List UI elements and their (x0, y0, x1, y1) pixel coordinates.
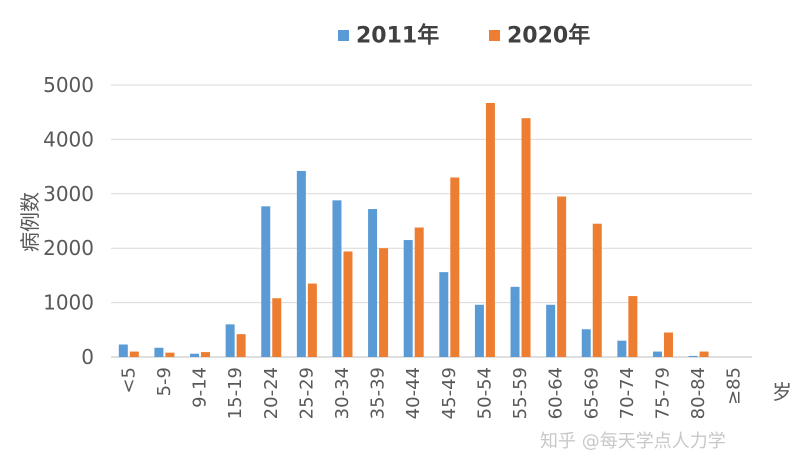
bar-series1-9 (439, 272, 449, 357)
bar-series2-5 (307, 283, 317, 357)
legend-swatch (338, 30, 349, 41)
watermark: 知乎 @每天学点人力学 (540, 431, 726, 452)
bar-series1-7 (368, 209, 378, 357)
x-tick-label: 30-34 (332, 367, 353, 419)
bar-series2-10 (485, 102, 495, 358)
x-tick-label: 75-79 (652, 367, 673, 419)
x-tick-label: 45-49 (439, 367, 460, 419)
x-axis-ticks: <5 5-9 9-14 15-19 20-24 25-29 30-34 35-39 40-44 4… (118, 367, 744, 419)
x-tick-label: 35-39 (368, 367, 389, 419)
bars (118, 102, 709, 358)
bar-series2-9 (450, 177, 460, 357)
x-tick-label: 70-74 (617, 367, 638, 419)
bar-series1-0 (118, 344, 128, 357)
bar-series2-0 (129, 351, 139, 357)
bar-series2-3 (236, 334, 246, 357)
x-tick-label: 20-24 (261, 367, 282, 419)
bar-series2-2 (201, 352, 211, 357)
x-tick-label: 40-44 (403, 367, 424, 419)
bar-series2-11 (521, 118, 531, 358)
y-axis-ticks: 0 1000 2000 3000 4000 5000 (43, 73, 94, 369)
legend-label: 2011年 (356, 23, 439, 49)
x-tick-label: 65-69 (581, 367, 602, 419)
bar-series2-7 (379, 248, 389, 357)
bar-series2-12 (557, 196, 567, 357)
bar-series2-13 (592, 223, 602, 357)
x-tick-label: 50-54 (474, 367, 495, 419)
x-tick-label: <5 (118, 367, 139, 394)
bar-series2-16 (699, 351, 709, 357)
x-tick-label: 15-19 (225, 367, 246, 419)
bar-series1-6 (332, 200, 342, 357)
x-tick-label: 60-64 (546, 367, 567, 419)
x-tick-label: ≥85 (724, 367, 745, 405)
y-tick-label: 2000 (43, 236, 94, 260)
bar-series1-11 (510, 286, 520, 357)
bar-series1-4 (261, 206, 271, 357)
bar-series1-1 (154, 347, 164, 357)
x-tick-label: 5-9 (154, 367, 175, 396)
x-tick-label: 55-59 (510, 367, 531, 419)
legend-swatch (489, 30, 500, 41)
bar-series2-4 (272, 298, 282, 357)
y-tick-label: 0 (81, 345, 94, 369)
bar-series1-12 (546, 304, 556, 357)
bar-series2-1 (165, 352, 175, 357)
gridlines (111, 84, 752, 358)
y-tick-label: 1000 (43, 291, 94, 315)
bar-series2-14 (628, 296, 638, 357)
bar-series1-13 (581, 329, 591, 357)
y-tick-label: 3000 (43, 182, 94, 206)
bar-series1-8 (403, 240, 413, 357)
bar-series1-14 (617, 340, 627, 357)
legend: 2011年 2020年 (338, 23, 590, 49)
bar-series2-15 (663, 332, 673, 357)
bar-series2-6 (343, 251, 353, 357)
bar-series1-5 (296, 170, 306, 357)
bar-series1-10 (474, 304, 484, 357)
bar-series1-2 (190, 353, 200, 357)
bar-series1-15 (652, 351, 662, 357)
x-tick-label: 25-29 (296, 367, 317, 419)
y-tick-label: 4000 (43, 127, 94, 151)
bar-series2-8 (414, 227, 424, 357)
x-axis-unit-label: 岁 (772, 380, 792, 404)
legend-label: 2020年 (507, 23, 590, 49)
y-axis-label: 病例数 (18, 192, 42, 252)
x-tick-label: 80-84 (688, 367, 709, 419)
y-tick-label: 5000 (43, 73, 94, 97)
x-tick-label: 9-14 (190, 367, 211, 408)
bar-series1-3 (225, 324, 235, 357)
bar-series1-16 (688, 355, 698, 357)
